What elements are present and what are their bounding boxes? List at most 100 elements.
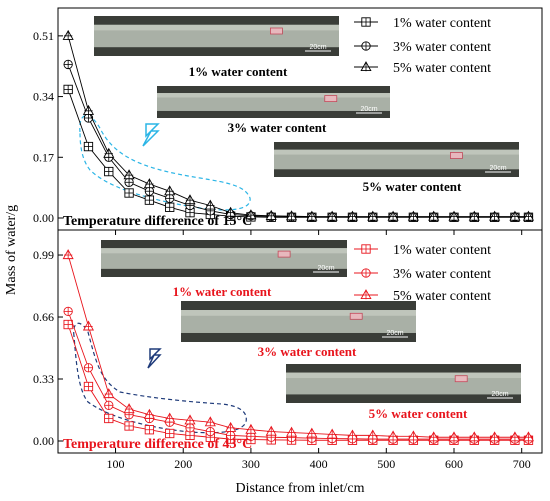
marker-1-0-1: [83, 381, 94, 392]
marker-0-2-16: [387, 210, 399, 221]
data-layer: [62, 17, 535, 445]
legend-label-0-1: 3% water content: [393, 40, 491, 55]
legend-marker-0-0: [361, 17, 371, 27]
marker-1-0-2: [104, 413, 114, 424]
marker-0-2-13: [326, 210, 338, 221]
legend-marker-1-0: [361, 244, 371, 254]
marker-1-2-13: [326, 428, 338, 439]
marker-0-2-23: [522, 210, 535, 221]
marker-0-2-10: [265, 209, 277, 221]
marker-0-2-17: [407, 210, 419, 221]
marker-1-2-4: [143, 408, 155, 419]
photo-1-2: 20cm: [286, 364, 521, 403]
photo-caption-0-2: 5% water content: [363, 179, 462, 194]
marker-1-2-12: [306, 427, 318, 438]
marker-1-1-6: [185, 423, 195, 433]
marker-1-2-1: [82, 320, 95, 331]
legend-marker-0-1: [361, 41, 371, 51]
marker-1-2-17: [407, 430, 419, 441]
marker-0-0-1: [83, 141, 94, 152]
marker-0-2-15: [367, 210, 379, 221]
frame-layer: [57, 7, 543, 454]
legend-label-1-1: 3% water content: [393, 267, 491, 282]
x-tick-label-2: 300: [242, 457, 260, 471]
marker-1-2-22: [509, 431, 521, 442]
marker-0-2-6: [184, 194, 196, 205]
photo-0-1: 20cm: [157, 86, 390, 118]
marker-1-2-20: [468, 431, 480, 442]
marker-0-2-1: [82, 104, 95, 116]
marker-0-2-20: [468, 210, 480, 221]
highlight-arrow-1: [147, 348, 162, 369]
marker-0-1-4: [144, 186, 155, 196]
photo-scale-label-0-1: 20cm: [360, 106, 377, 113]
marker-1-2-21: [489, 431, 501, 442]
y-tick-label-0-0: 0.00: [33, 211, 54, 225]
y-tick-label-1-2: 0.66: [33, 310, 54, 324]
photo-tag-0-0: [269, 27, 283, 35]
photo-1-1: 20cm: [181, 301, 416, 342]
marker-0-2-21: [489, 210, 501, 221]
marker-1-0-4: [144, 425, 155, 435]
photo-tag-1-2: [454, 375, 468, 383]
marker-1-1-2: [104, 400, 114, 410]
marker-1-2-2: [103, 388, 115, 399]
photo-tag-0-2: [449, 152, 463, 159]
marker-0-2-22: [509, 210, 521, 221]
panel-annotation-0: Temperature difference of 15°C: [63, 214, 252, 229]
photo-caption-1-0: 1% water content: [173, 284, 272, 299]
marker-0-1-0: [63, 59, 73, 70]
marker-0-2-11: [285, 210, 298, 221]
photo-1-0: 20cm: [101, 240, 347, 277]
marker-1-1-8: [225, 430, 236, 441]
photo-scale-label-1-1: 20cm: [386, 330, 403, 337]
marker-1-2-23: [522, 431, 535, 442]
photo-caption-0-0: 1% water content: [189, 64, 288, 79]
x-tick-label-4: 500: [377, 457, 395, 471]
x-tick-label-0: 100: [107, 457, 125, 471]
marker-0-0-0: [63, 84, 73, 95]
x-tick-label-5: 600: [445, 457, 463, 471]
photo-scale-label-1-2: 20cm: [491, 391, 508, 398]
marker-0-0-2: [104, 166, 114, 177]
marker-1-2-8: [225, 421, 237, 433]
text-layer: 0.00 0.17 0.34 0.51 1% water content 3% water…: [33, 16, 531, 496]
photo-pipe-highlight-0-1: [157, 93, 390, 98]
marker-0-2-19: [448, 210, 460, 221]
photo-caption-1-2: 5% water content: [369, 406, 468, 421]
marker-1-0-0: [63, 319, 73, 330]
x-tick-label-6: 700: [513, 457, 531, 471]
y-tick-label-1-1: 0.33: [33, 372, 54, 386]
marker-0-2-3: [123, 169, 135, 180]
legend-marker-1-2: [360, 289, 372, 300]
legend-marker-0-2: [360, 61, 372, 72]
marker-0-2-14: [346, 210, 359, 221]
y-tick-label-1-0: 0.00: [33, 434, 54, 448]
photo-0-2: 20cm: [274, 142, 519, 177]
marker-1-2-9: [245, 423, 257, 434]
photo-pipe-highlight-1-0: [101, 248, 347, 254]
marker-1-1-7: [205, 426, 215, 437]
marker-1-2-0: [62, 249, 74, 260]
marker-0-2-9: [245, 209, 257, 220]
y-tick-label-1-3: 0.99: [33, 248, 54, 262]
marker-1-2-6: [184, 414, 196, 425]
legend-marker-1-1: [361, 268, 371, 278]
marker-0-0-3: [124, 188, 134, 198]
x-tick-label-1: 200: [174, 457, 192, 471]
marker-1-0-3: [124, 421, 134, 431]
y-tick-label-0-2: 0.34: [33, 90, 54, 104]
x-tick-label-3: 400: [310, 457, 328, 471]
marker-0-2-18: [428, 210, 440, 221]
legend-label-1-0: 1% water content: [393, 243, 491, 258]
legend-label-0-2: 5% water content: [393, 61, 491, 76]
y-tick-label-0-3: 0.51: [33, 29, 54, 43]
photo-tag-0-1: [324, 95, 338, 102]
outline-layer: [73, 114, 251, 434]
marker-0-2-12: [306, 210, 318, 221]
marker-1-2-16: [387, 430, 399, 441]
marker-1-2-15: [367, 429, 379, 440]
marker-0-2-8: [225, 206, 237, 217]
highlight-outline-0: [79, 114, 251, 211]
